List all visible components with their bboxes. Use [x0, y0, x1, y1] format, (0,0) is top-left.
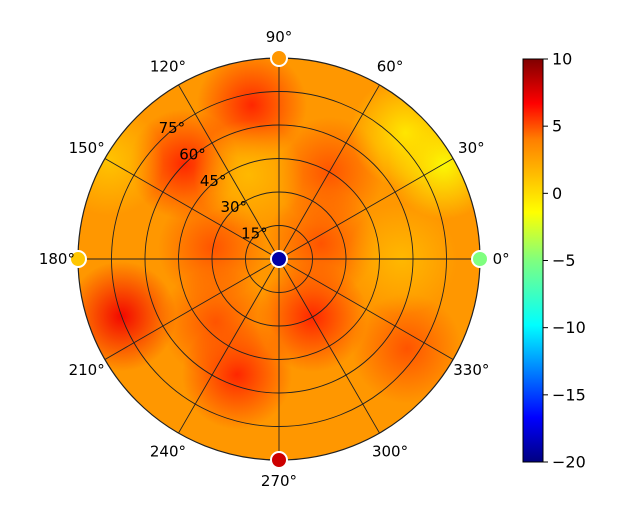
colorbar-tick-label: −5	[552, 251, 576, 270]
colorbar-tick-label: −20	[552, 453, 586, 472]
edge-markers	[69, 49, 489, 469]
radial-tick-label: 30°	[220, 198, 247, 216]
radial-tick-label: 75°	[159, 119, 186, 137]
data-marker	[270, 451, 288, 469]
angle-grid-line	[278, 258, 380, 434]
colorbar-tick-label: −10	[552, 318, 586, 337]
radial-tick-label: 15°	[241, 225, 268, 243]
angle-tick-label: 270°	[261, 472, 297, 490]
polar-plot: 0° 30° 60° 90° 120° 150° 180° 210° 240° 270° 300° 3…	[39, 28, 510, 490]
angle-tick-label: 240°	[150, 442, 186, 460]
colorbar-ticks: 10 5 0 −5 −10 −15 −20	[543, 50, 586, 472]
heat-blob	[350, 77, 461, 188]
angle-tick-label: 300°	[372, 442, 408, 460]
radial-tick-label: 45°	[200, 172, 227, 190]
angle-tick-label: 90°	[266, 28, 293, 46]
data-marker	[471, 250, 489, 268]
colorbar: 10 5 0 −5 −10 −15 −20	[522, 50, 586, 472]
colorbar-tick-label: −15	[552, 385, 586, 404]
colorbar-tick-label: 0	[552, 184, 562, 203]
angle-grid-line	[104, 158, 280, 260]
angle-grid-line	[178, 84, 280, 260]
colorbar-tick-label: 10	[552, 50, 572, 69]
angle-tick-labels: 0° 30° 60° 90° 120° 150° 180° 210° 240° 270° 300° 3…	[39, 28, 510, 490]
angle-tick-label: 30°	[458, 139, 485, 157]
radial-tick-labels: 15° 30° 45° 60° 75°	[159, 119, 268, 243]
angle-tick-label: 210°	[69, 361, 105, 379]
heat-blob	[193, 120, 304, 231]
angle-tick-label: 0°	[493, 250, 510, 268]
data-marker	[69, 250, 87, 268]
data-marker	[270, 250, 288, 268]
angle-tick-label: 60°	[377, 58, 404, 76]
radial-tick-label: 60°	[179, 145, 206, 163]
colorbar-gradient	[522, 58, 544, 463]
heat-blob	[160, 267, 271, 378]
colorbar-tick-label: 5	[552, 117, 562, 136]
angle-tick-label: 330°	[453, 361, 489, 379]
angle-tick-label: 150°	[69, 139, 105, 157]
angle-grid-line	[278, 84, 380, 260]
angle-tick-label: 120°	[150, 58, 186, 76]
angle-grid-line	[278, 258, 454, 360]
angle-grid-line	[178, 258, 280, 434]
angle-grid-line	[104, 258, 280, 360]
angle-grid-line	[278, 158, 454, 260]
angle-tick-label: 180°	[39, 250, 75, 268]
data-marker	[270, 49, 288, 67]
